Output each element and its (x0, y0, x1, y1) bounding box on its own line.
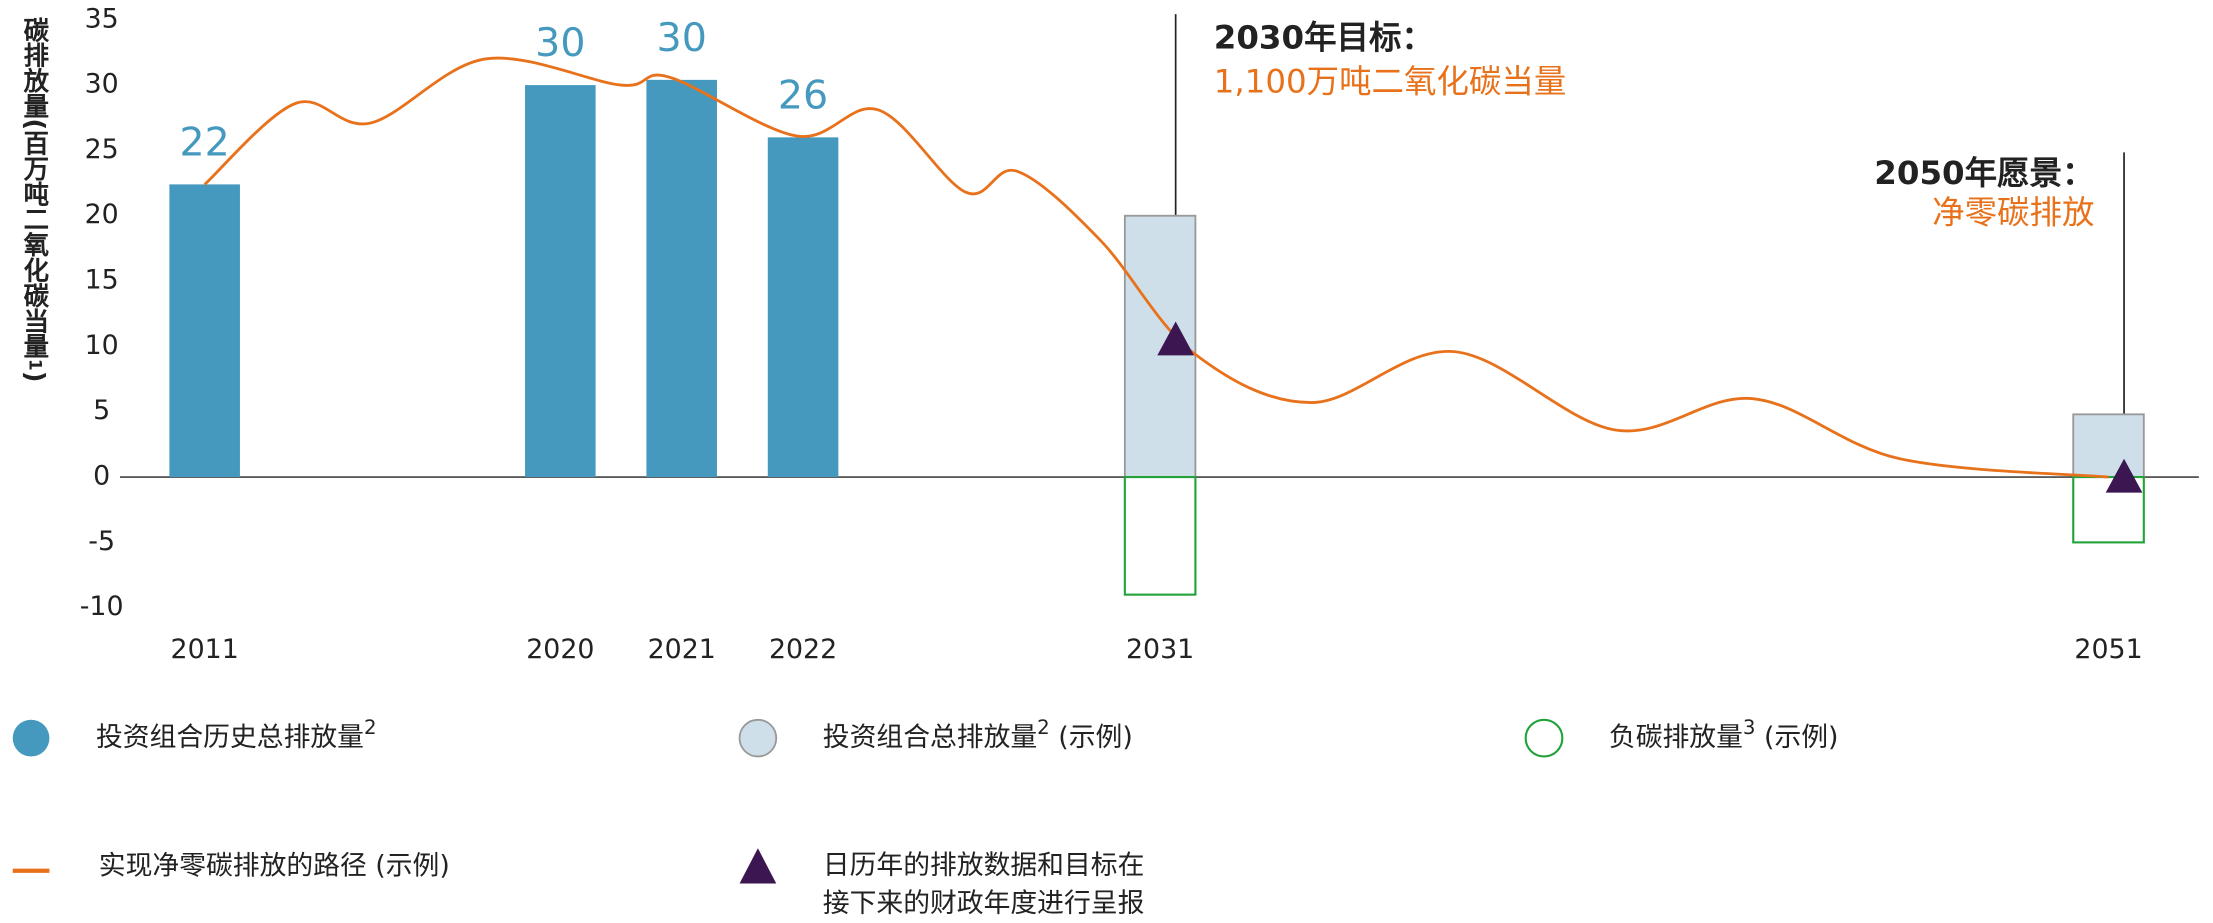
x-tick-label: 2011 (171, 634, 239, 665)
y-tick-label: 20 (85, 199, 119, 230)
legend-label: 负碳排放量3 (示例) (1609, 716, 1839, 753)
legend-sup: 2 (364, 716, 377, 739)
y-tick-label: 10 (85, 330, 119, 361)
bar (767, 137, 839, 478)
legend-name: 实现净零碳排放的路径 (示例) (99, 850, 450, 881)
legend-sup: 3 (1743, 716, 1756, 739)
y-tick-label: 30 (85, 69, 119, 100)
x-tick-label: 2021 (648, 634, 716, 665)
legend-marker (1524, 718, 1564, 758)
legend-label: 日历年的排放数据和目标在 (823, 850, 1145, 881)
pathway-line (203, 56, 2109, 479)
x-tick-label: 2022 (769, 634, 837, 665)
legend-suffix: (示例) (1755, 722, 1838, 753)
legend-name: 投资组合总排放量 (823, 722, 1037, 753)
legend-sup: 2 (1037, 716, 1050, 739)
y-tick-label: 0 (93, 461, 110, 492)
bar (169, 184, 240, 478)
y-tick-label: 25 (85, 134, 119, 165)
annotation-text: 净零碳排放 (1932, 194, 2094, 232)
x-tick-label: 2051 (2074, 634, 2142, 665)
legend-label: 实现净零碳排放的路径 (示例) (99, 850, 450, 881)
x-tick-label: 2020 (526, 634, 594, 665)
legend-label: 投资组合总排放量2 (示例) (823, 716, 1133, 753)
bar (2072, 413, 2145, 478)
legend-label: 投资组合历史总排放量2 (96, 716, 377, 753)
triangle-marker (1157, 321, 1195, 356)
legend-name: 负碳排放量 (1609, 722, 1743, 753)
legend-name: 投资组合历史总排放量 (96, 722, 364, 753)
bar (525, 85, 596, 478)
bar (1123, 475, 1197, 596)
annotation-text: 1,100万吨二氧化碳当量 (1214, 62, 1567, 100)
value-label: 30 (657, 15, 707, 61)
y-tick-label: 5 (93, 395, 110, 426)
annotation-title: 2030年目标： (1214, 19, 1434, 57)
value-label: 22 (180, 119, 230, 165)
bar (646, 79, 717, 478)
y-label-text: 碳排放量(百万吨二氧化碳当量 (20, 17, 50, 359)
triangle-marker (2105, 458, 2143, 493)
legend-marker (12, 719, 50, 757)
y-tick-label: 35 (85, 3, 119, 34)
y-label-end: ) (20, 371, 50, 383)
legend-suffix: (示例) (1050, 722, 1133, 753)
x-tick-label: 2031 (1126, 634, 1194, 665)
annotation-title: 2050年愿景： (1874, 154, 2094, 192)
y-tick-label: -5 (88, 526, 115, 557)
y-tick-label: -10 (80, 591, 124, 622)
value-label: 30 (535, 20, 585, 66)
legend-label: 接下来的财政年度进行呈报 (823, 888, 1145, 919)
legend-marker (738, 718, 778, 758)
y-tick-label: 15 (85, 265, 119, 296)
y-label-sup: 1 (25, 359, 45, 371)
legend-marker (739, 848, 777, 884)
y-axis-label: 碳排放量(百万吨二氧化碳当量 1) (20, 17, 50, 382)
value-label: 26 (778, 72, 828, 118)
